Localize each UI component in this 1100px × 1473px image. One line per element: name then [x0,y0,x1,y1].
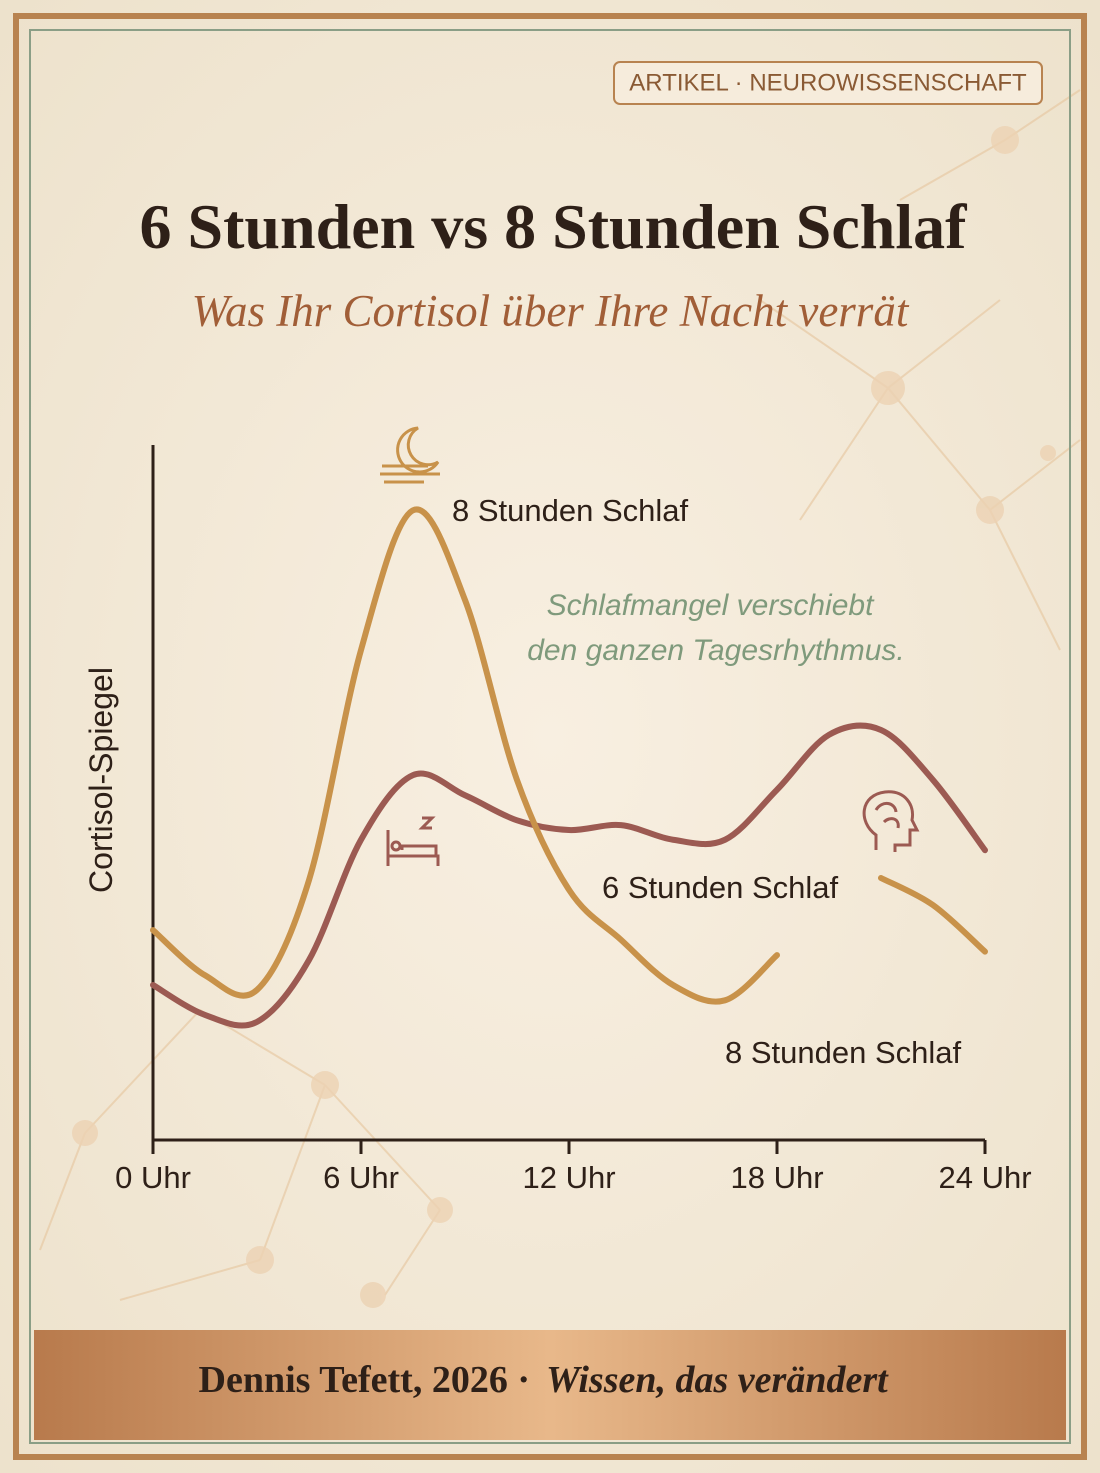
x-tick-label: 6 Uhr [323,1160,399,1195]
x-tick-label: 12 Uhr [522,1160,615,1195]
chart-title: 6 Stunden vs 8 Stunden Schlaf [140,191,968,262]
x-tick-label: 0 Uhr [115,1160,191,1195]
series-label: 8 Stunden Schlaf [452,493,689,528]
series-label: 8 Stunden Schlaf [725,1035,962,1070]
outer-border [13,13,1087,1460]
annotation: Schlafmangel verschiebt [547,589,876,622]
chart-subtitle: Was Ihr Cortisol über Ihre Nacht verrät [192,286,910,336]
bed-icon [386,816,440,866]
decoration [39,89,1081,1301]
decoration-nodes [72,126,1056,1308]
series-label: 6 Stunden Schlaf [602,870,839,905]
moon-icon [380,426,440,484]
footer-author: Dennis Tefett, 2026 · [199,1359,530,1401]
y-axis-label: Cortisol-Spiegel [83,667,119,893]
x-tick-label: 18 Uhr [730,1160,823,1195]
x-tick-label: 24 Uhr [938,1160,1031,1195]
footer-band [34,1330,1066,1440]
brain-icon [862,790,920,852]
tag-box [613,61,1043,105]
annotation: den ganzen Tagesrhythmus. [527,634,904,667]
series-line [150,722,988,1029]
series-line [150,506,988,1005]
footer-tagline: Wissen, das verändert [546,1359,889,1401]
inner-border [29,29,1071,1444]
tag: ARTIKEL · NEUROWISSENSCHAFT [629,69,1027,96]
